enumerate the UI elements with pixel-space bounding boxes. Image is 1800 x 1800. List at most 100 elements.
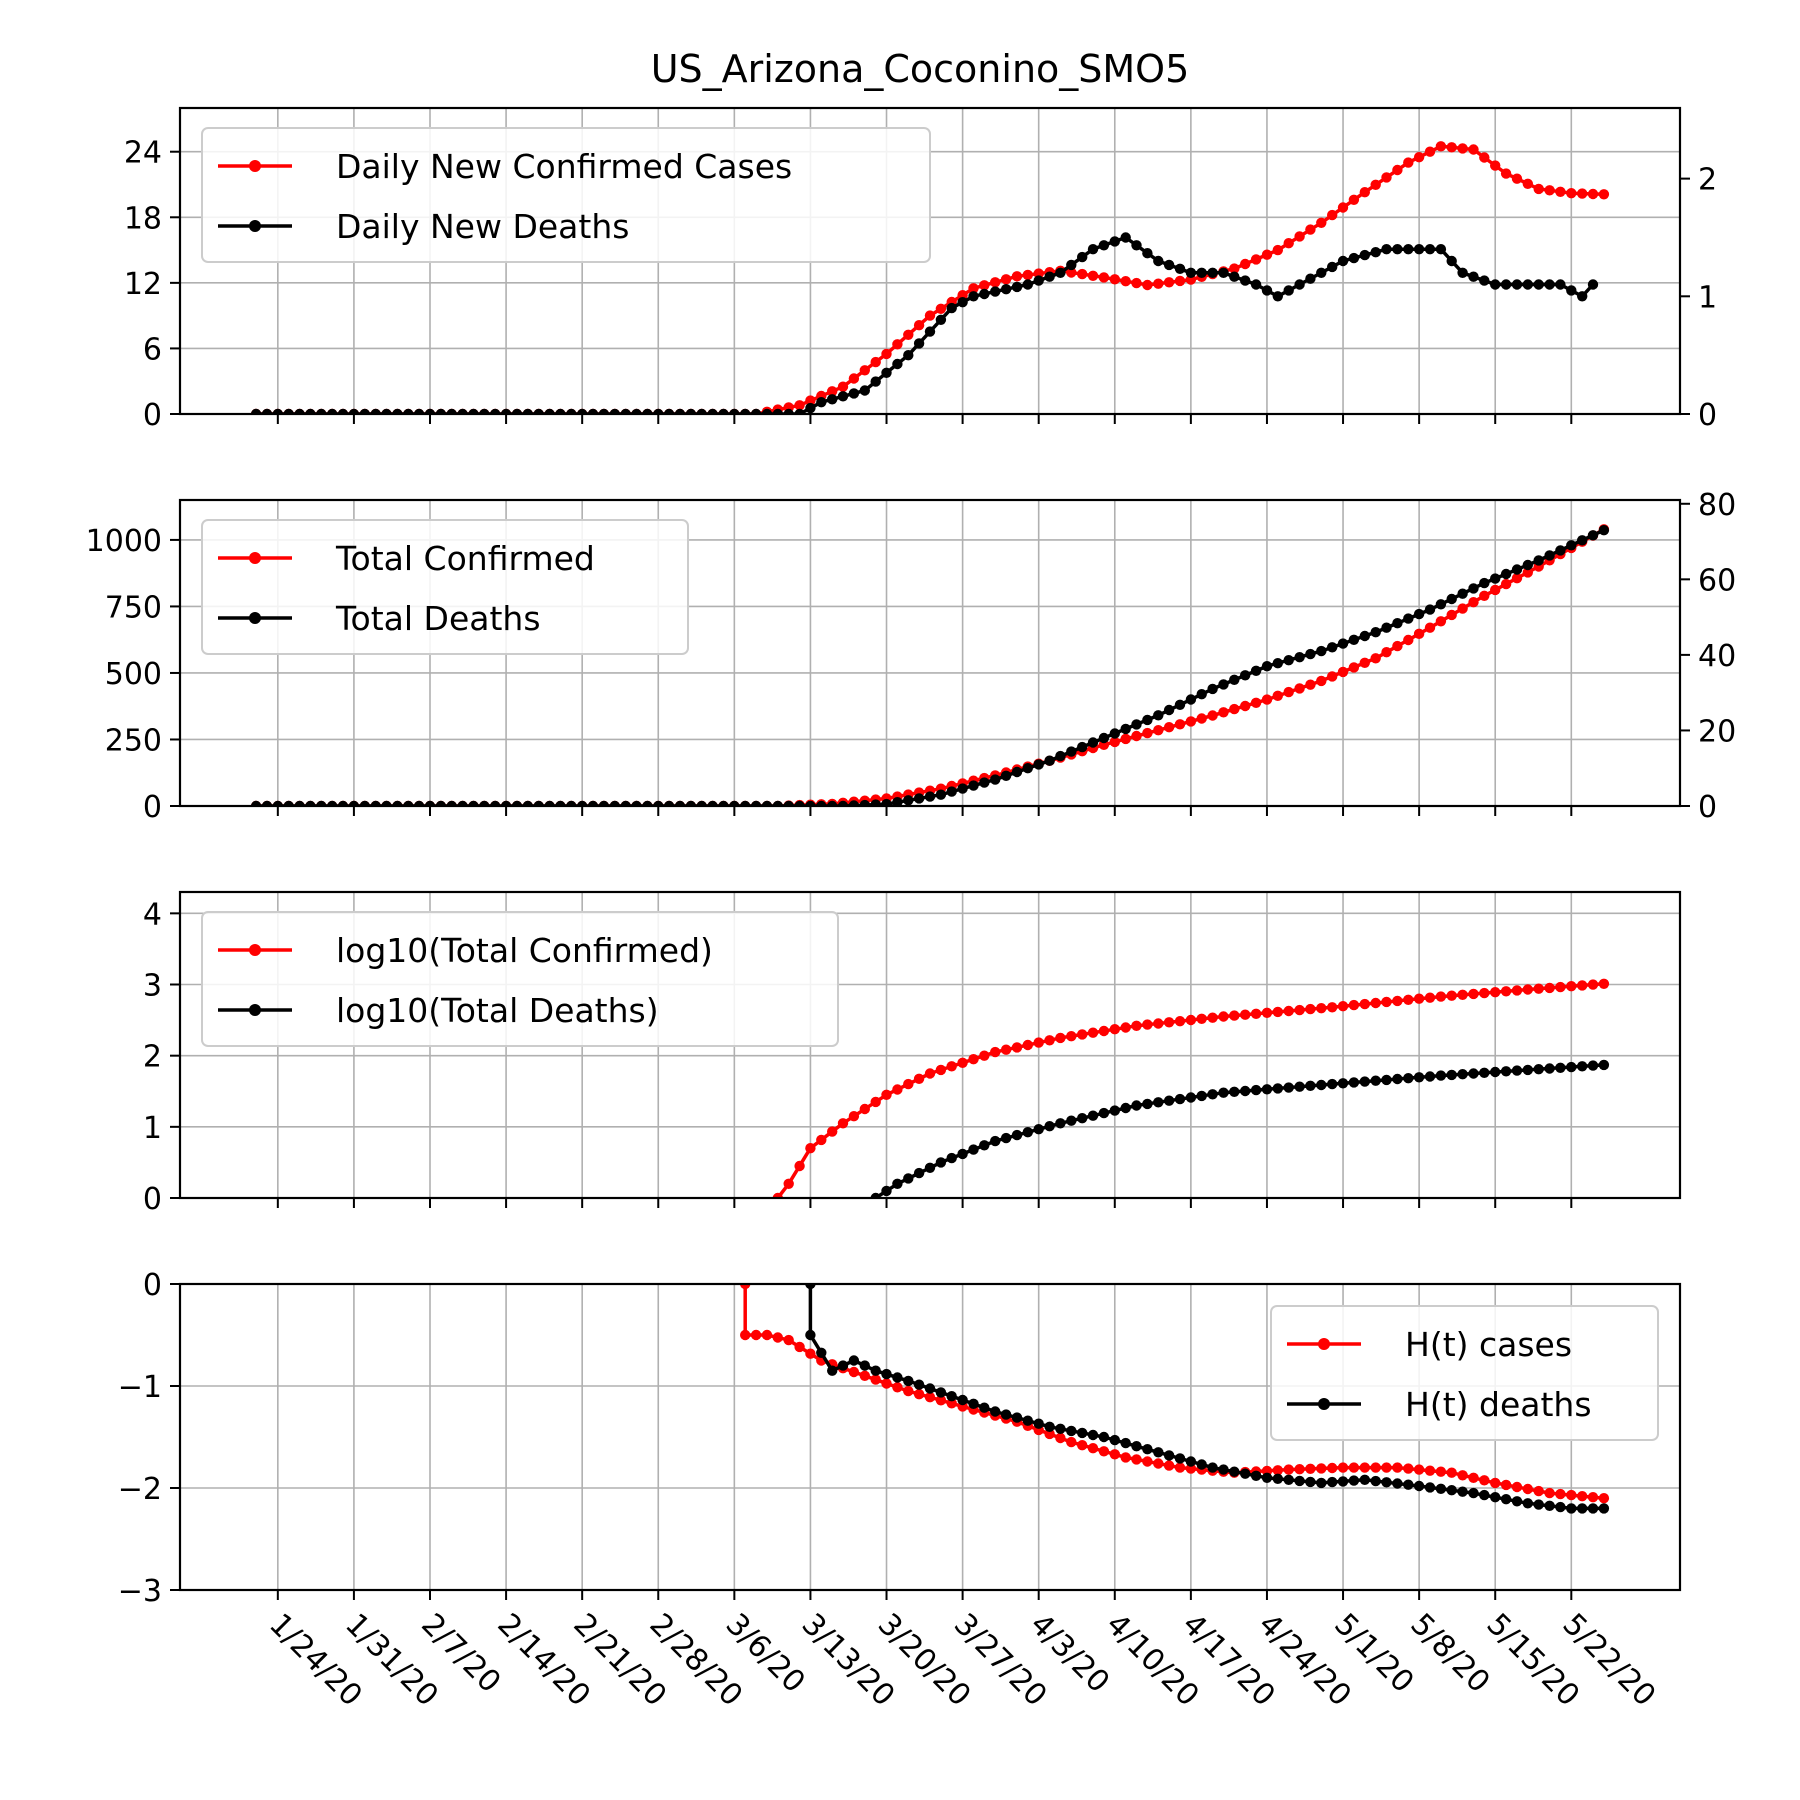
data-point (1131, 240, 1142, 251)
data-point (957, 1394, 968, 1406)
data-point (490, 408, 501, 414)
data-point (1305, 1080, 1316, 1092)
data-point (1044, 271, 1055, 282)
data-point (870, 1192, 881, 1198)
data-point (1446, 990, 1457, 1001)
data-point (1174, 263, 1186, 274)
data-point (1316, 217, 1327, 228)
data-point (1403, 613, 1414, 624)
data-point (1446, 1485, 1457, 1496)
data-point (1337, 202, 1349, 213)
data-point (827, 386, 838, 397)
data-point (1403, 1073, 1414, 1084)
data-point (1120, 733, 1131, 745)
data-point (1337, 255, 1349, 267)
data-point (750, 800, 762, 806)
data-point (1511, 985, 1523, 996)
data-point (1196, 713, 1207, 724)
data-point (740, 1329, 751, 1341)
data-point (903, 1078, 914, 1090)
data-point (1120, 1452, 1131, 1463)
data-point (1533, 183, 1544, 195)
data-point (1066, 267, 1077, 278)
data-point (468, 408, 479, 414)
data-point (816, 800, 827, 806)
data-point (1174, 1462, 1186, 1473)
data-point (609, 408, 620, 414)
data-point (674, 408, 686, 414)
data-point (1446, 255, 1457, 267)
data-point (1327, 261, 1338, 273)
data-point (1185, 716, 1197, 727)
data-point (544, 800, 555, 806)
y-tick-label: 24 (124, 136, 162, 171)
data-point (392, 800, 403, 806)
data-point (1533, 1064, 1544, 1075)
data-point (1305, 648, 1316, 660)
data-point (1153, 1458, 1164, 1469)
data-point (1109, 1449, 1121, 1460)
data-point (805, 1284, 816, 1290)
data-point (1370, 997, 1381, 1009)
data-point (1359, 657, 1371, 668)
data-point (1392, 618, 1403, 629)
data-point (1098, 1107, 1110, 1119)
data-point (1294, 1081, 1305, 1092)
data-point (837, 1118, 849, 1129)
data-point (1207, 710, 1218, 721)
series-deaths (250, 232, 1599, 414)
data-point (707, 408, 718, 414)
data-point (1283, 238, 1294, 249)
data-point (1120, 723, 1131, 735)
data-point (1283, 655, 1294, 666)
data-point (1566, 981, 1577, 992)
data-point (327, 800, 338, 806)
legend: Daily New Confirmed Cases Daily New Death… (201, 127, 931, 263)
data-point (1370, 1462, 1381, 1473)
data-point (1370, 1475, 1381, 1487)
y2-tick-label: 80 (1698, 488, 1736, 523)
data-point (935, 1064, 947, 1076)
data-point (1109, 236, 1121, 247)
y-tick-label: 750 (105, 590, 162, 625)
data-point (913, 1389, 925, 1400)
legend-marker (249, 944, 261, 956)
data-point (674, 800, 686, 806)
y-tick-label: 1 (143, 1111, 162, 1146)
data-point (859, 1360, 870, 1371)
data-point (1359, 998, 1371, 1010)
data-point (1577, 1503, 1588, 1514)
data-point (446, 800, 457, 806)
data-point (620, 800, 631, 806)
data-point (805, 1348, 816, 1359)
data-point (511, 800, 523, 806)
data-point (881, 1089, 892, 1101)
data-point (1370, 627, 1381, 638)
legend-label: log10(Total Confirmed) (336, 931, 713, 970)
figure-title: US_Arizona_Coconino_SMO5 (651, 47, 1190, 91)
data-point (1435, 244, 1447, 255)
data-point (1185, 1092, 1197, 1103)
data-point (1174, 1016, 1186, 1027)
y-tick-label: 1000 (86, 524, 162, 559)
data-point (1479, 275, 1490, 286)
legend-label: H(t) cases (1405, 1325, 1572, 1364)
data-point (1403, 157, 1414, 168)
data-point (979, 1140, 990, 1151)
data-point (1109, 1023, 1121, 1035)
data-point (761, 800, 773, 806)
data-point (1511, 279, 1523, 290)
data-point (1413, 244, 1425, 255)
data-point (1098, 732, 1110, 744)
data-point (924, 1392, 936, 1403)
data-point (1142, 248, 1153, 259)
data-point (1359, 249, 1371, 261)
data-point (1555, 545, 1566, 556)
data-point (1381, 172, 1392, 183)
data-point (783, 1334, 794, 1346)
data-point (1359, 187, 1371, 198)
data-point (859, 1370, 870, 1382)
